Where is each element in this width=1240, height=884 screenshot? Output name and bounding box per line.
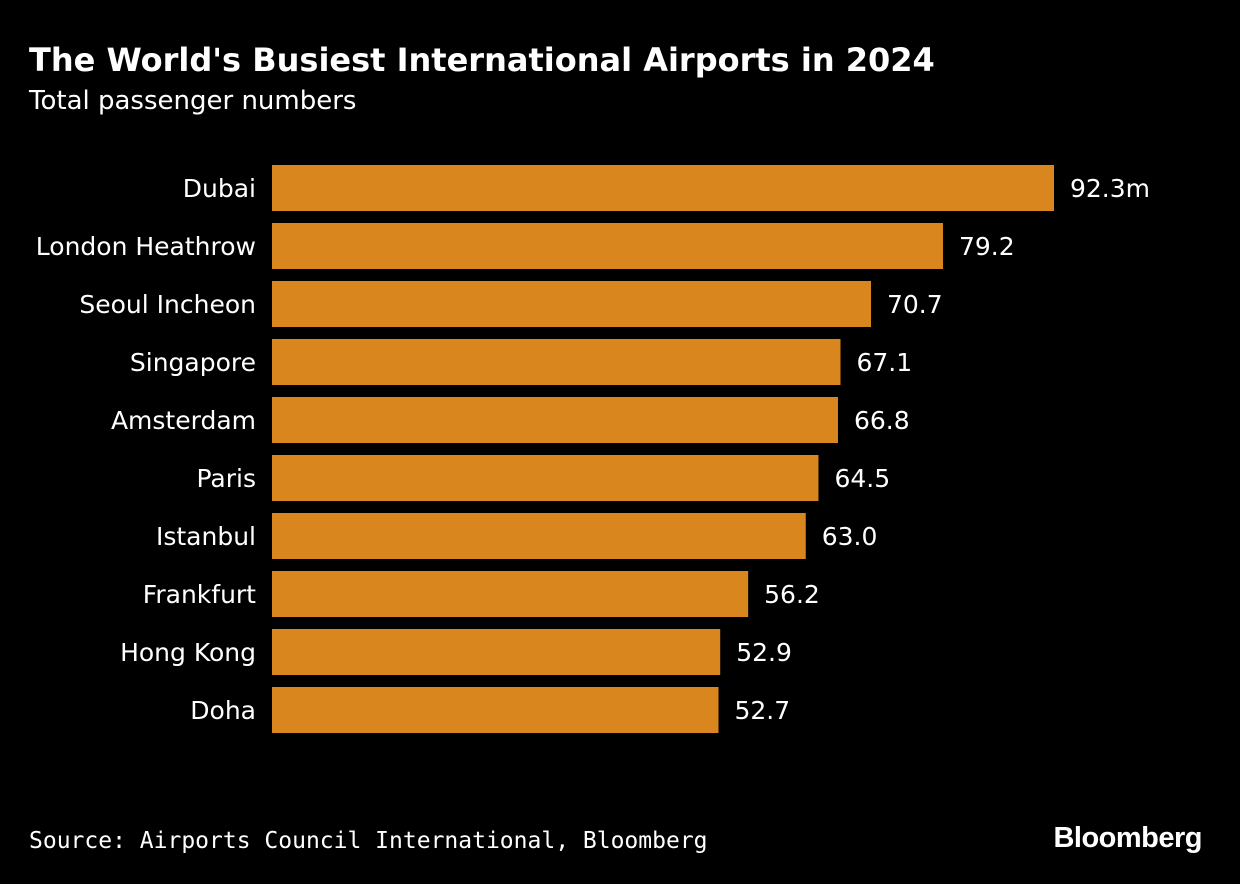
chart-subtitle: Total passenger numbers <box>29 86 357 116</box>
bar-dubai <box>272 165 1054 211</box>
category-label-paris: Paris <box>196 464 256 493</box>
value-label-paris: 64.5 <box>834 464 890 493</box>
category-label-frankfurt: Frankfurt <box>143 580 256 609</box>
value-label-doha: 52.7 <box>734 696 790 725</box>
bar-doha <box>272 687 719 733</box>
value-label-hong-kong: 52.9 <box>736 638 792 667</box>
category-label-amsterdam: Amsterdam <box>111 406 256 435</box>
value-label-singapore: 67.1 <box>856 348 912 377</box>
value-label-seoul-incheon: 70.7 <box>887 290 943 319</box>
category-label-hong-kong: Hong Kong <box>120 638 256 667</box>
bar-frankfurt <box>272 571 749 617</box>
category-label-doha: Doha <box>190 696 256 725</box>
category-label-singapore: Singapore <box>130 348 256 377</box>
bar-singapore <box>272 339 841 385</box>
chart-title: The World's Busiest International Airpor… <box>29 41 935 79</box>
category-label-istanbul: Istanbul <box>156 522 256 551</box>
bar-seoul-incheon <box>272 281 871 327</box>
source-note: Source: Airports Council International, … <box>29 828 708 854</box>
bar-london-heathrow <box>272 223 944 269</box>
category-label-seoul-incheon: Seoul Incheon <box>79 290 256 319</box>
value-label-frankfurt: 56.2 <box>764 580 820 609</box>
value-label-istanbul: 63.0 <box>822 522 878 551</box>
bar-hong-kong <box>272 629 721 675</box>
category-label-london-heathrow: London Heathrow <box>36 232 256 261</box>
bloomberg-logo: Bloomberg <box>1053 822 1202 854</box>
value-label-dubai: 92.3m <box>1070 174 1150 203</box>
bar-istanbul <box>272 513 806 559</box>
bar-paris <box>272 455 819 501</box>
value-label-amsterdam: 66.8 <box>854 406 910 435</box>
value-label-london-heathrow: 79.2 <box>959 232 1015 261</box>
category-label-dubai: Dubai <box>183 174 256 203</box>
bar-amsterdam <box>272 397 838 443</box>
